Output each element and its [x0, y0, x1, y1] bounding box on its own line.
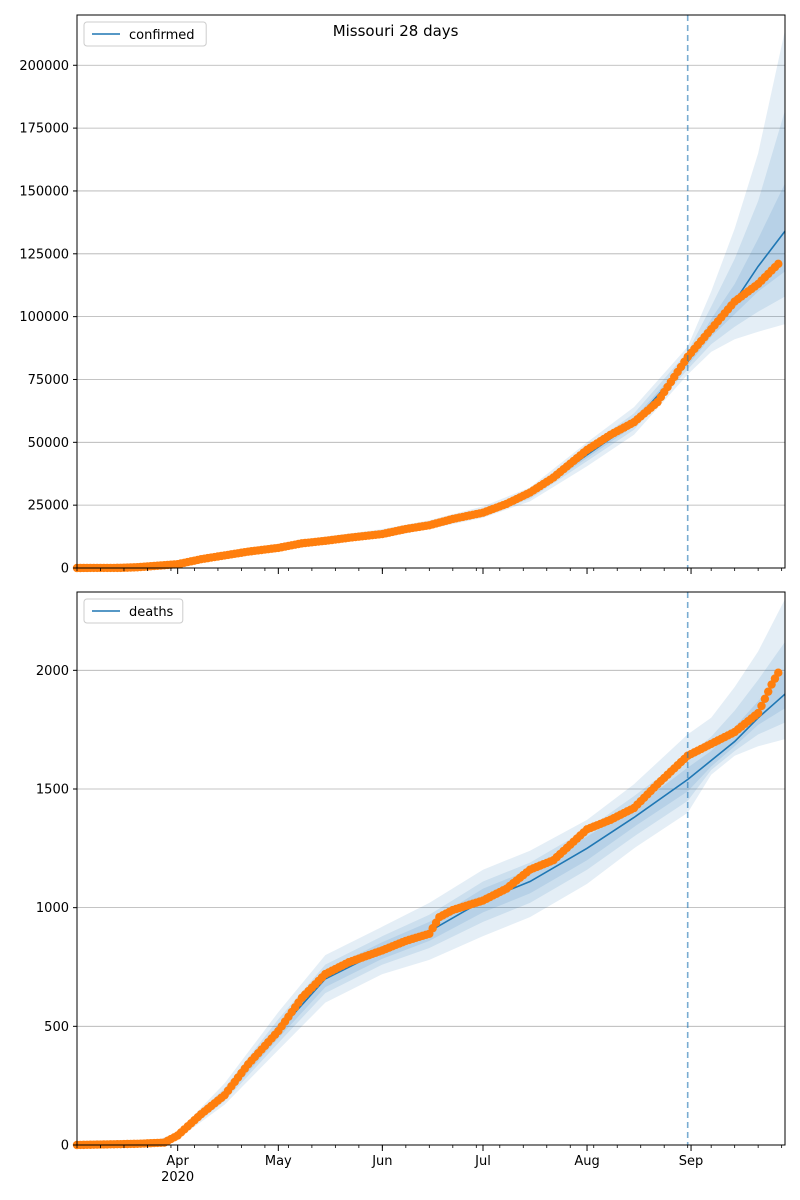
confidence-band [77, 30, 785, 568]
legend: confirmed [83, 21, 207, 47]
y-tick-label: 0 [61, 562, 69, 577]
x-tick-label: Sep [679, 1154, 704, 1169]
y-tick-label: 1500 [36, 782, 69, 797]
legend-label: confirmed [129, 28, 195, 43]
model-line [76, 230, 786, 569]
plot-frame [76, 14, 786, 569]
observed-points [72, 259, 783, 573]
x-tick-label: Apr [166, 1154, 189, 1169]
legend-label: deaths [129, 605, 174, 620]
plot-frame [76, 591, 786, 1146]
y-tick-label: 125000 [19, 247, 69, 262]
y-gridlines [77, 64, 785, 506]
y-tick-label: 100000 [19, 310, 69, 325]
y-tick-label: 0 [61, 1139, 69, 1154]
confidence-band [77, 110, 785, 569]
observed-point [764, 687, 773, 696]
y-gridlines [77, 669, 785, 1027]
x-tick-label: Aug [574, 1154, 599, 1169]
y-tick-label: 75000 [28, 373, 69, 388]
legend-box [83, 598, 184, 624]
y-tick-label: 175000 [19, 122, 69, 137]
x-tick-label: Jun [371, 1154, 392, 1169]
confidence-band [77, 641, 785, 1145]
legend-box [83, 21, 207, 47]
y-tick-label: 25000 [28, 499, 69, 514]
observed-point [757, 701, 766, 711]
x-axis-ticks [76, 568, 783, 574]
y-axis-ticks: 0 25000 50000 75000 100000 125000 150000 175000… [19, 59, 77, 577]
legend: deaths [83, 598, 184, 624]
observed-point [753, 708, 763, 718]
y-tick-label: 50000 [28, 436, 69, 451]
y-tick-label: 500 [44, 1020, 69, 1035]
confidence-bands [77, 30, 785, 569]
chart-title: Missouri 28 days [333, 22, 459, 40]
x-tick-sublabel: 2020 [161, 1170, 194, 1185]
x-tick-label: May [265, 1154, 292, 1169]
confidence-bands [77, 599, 785, 1145]
observed-point [774, 259, 783, 269]
observed-point [774, 668, 783, 677]
x-tick-label: Jul [474, 1154, 491, 1169]
observed-point [760, 694, 770, 703]
y-axis-ticks: 0 500 1000 1500 2000 [36, 664, 77, 1154]
y-tick-label: 1000 [36, 901, 69, 916]
y-tick-label: 2000 [36, 664, 69, 679]
y-tick-label: 200000 [19, 59, 69, 74]
confirmed-panel: 0 25000 50000 75000 100000 125000 150000 175000… [19, 14, 786, 577]
confidence-band [77, 599, 785, 1145]
model-series-line [76, 230, 786, 569]
y-tick-label: 150000 [19, 184, 69, 199]
